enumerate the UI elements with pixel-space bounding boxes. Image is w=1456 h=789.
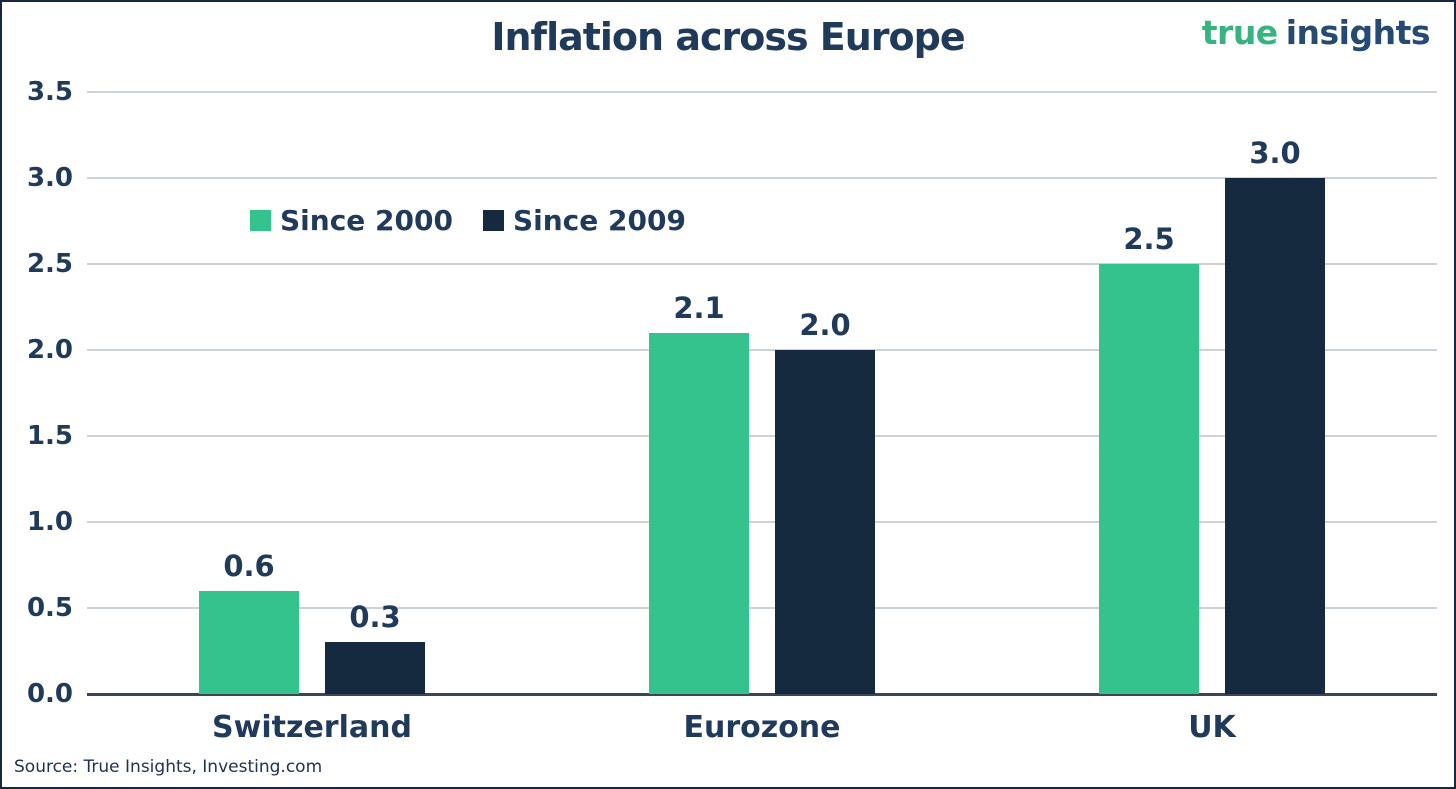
brand-logo-true: true <box>1201 13 1278 52</box>
y-tick-label-2-5: 2.5 <box>26 249 73 279</box>
chart-title: Inflation across Europe <box>491 15 965 59</box>
legend-swatch-since-2009 <box>482 210 504 231</box>
gridline-2-5 <box>87 263 1437 265</box>
gridline-2-0 <box>87 349 1437 351</box>
bar-since-2009-uk <box>1225 178 1325 694</box>
gridline-0-5 <box>87 607 1437 609</box>
plot-area: Since 2000 Since 2009 3.5 3.0 2.5 2.0 1.5 1.0… <box>27 77 1437 745</box>
legend-swatch-since-2000 <box>250 210 271 231</box>
gridline-3-5 <box>87 91 1437 93</box>
gridline-0-0 <box>87 692 1437 696</box>
category-label-switzerland: Switzerland <box>212 710 412 745</box>
brand-logo: true insights <box>1201 13 1431 52</box>
y-tick-label-3-5: 3.5 <box>26 77 73 107</box>
category-label-uk: UK <box>1188 710 1236 745</box>
y-tick-label-0-5: 0.5 <box>26 593 73 623</box>
legend: Since 2000 Since 2009 <box>250 204 686 237</box>
gridline-1-5 <box>87 435 1437 437</box>
source-note: Source: True Insights, Investing.com <box>14 757 323 777</box>
y-tick-label-0-0: 0.0 <box>26 679 73 709</box>
y-tick-label-3-0: 3.0 <box>26 163 73 193</box>
value-label-since-2009-switzerland: 0.3 <box>349 600 401 635</box>
brand-logo-insights: insights <box>1285 13 1431 52</box>
bar-since-2000-eurozone <box>649 332 749 694</box>
value-label-since-2000-switzerland: 0.6 <box>223 548 275 583</box>
bar-since-2000-uk <box>1099 264 1199 694</box>
value-label-since-2009-uk: 3.0 <box>1249 136 1301 170</box>
bar-since-2009-switzerland <box>325 642 425 694</box>
gridline-1-0 <box>87 521 1437 523</box>
value-label-since-2000-uk: 2.5 <box>1123 222 1175 256</box>
gridline-3-0 <box>87 177 1437 179</box>
bar-since-2009-eurozone <box>775 350 875 694</box>
y-tick-label-1-5: 1.5 <box>26 421 73 451</box>
legend-item-since-2000: Since 2000 <box>250 204 453 237</box>
legend-label-since-2000: Since 2000 <box>280 204 453 237</box>
y-tick-label-1-0: 1.0 <box>26 507 73 537</box>
bar-since-2000-switzerland <box>199 590 299 694</box>
legend-item-since-2009: Since 2009 <box>482 204 686 237</box>
value-label-since-2009-eurozone: 2.0 <box>799 308 851 342</box>
value-label-since-2000-eurozone: 2.1 <box>673 290 725 325</box>
y-tick-label-2-0: 2.0 <box>26 335 73 365</box>
category-label-eurozone: Eurozone <box>683 710 841 745</box>
legend-label-since-2009: Since 2009 <box>512 204 686 237</box>
